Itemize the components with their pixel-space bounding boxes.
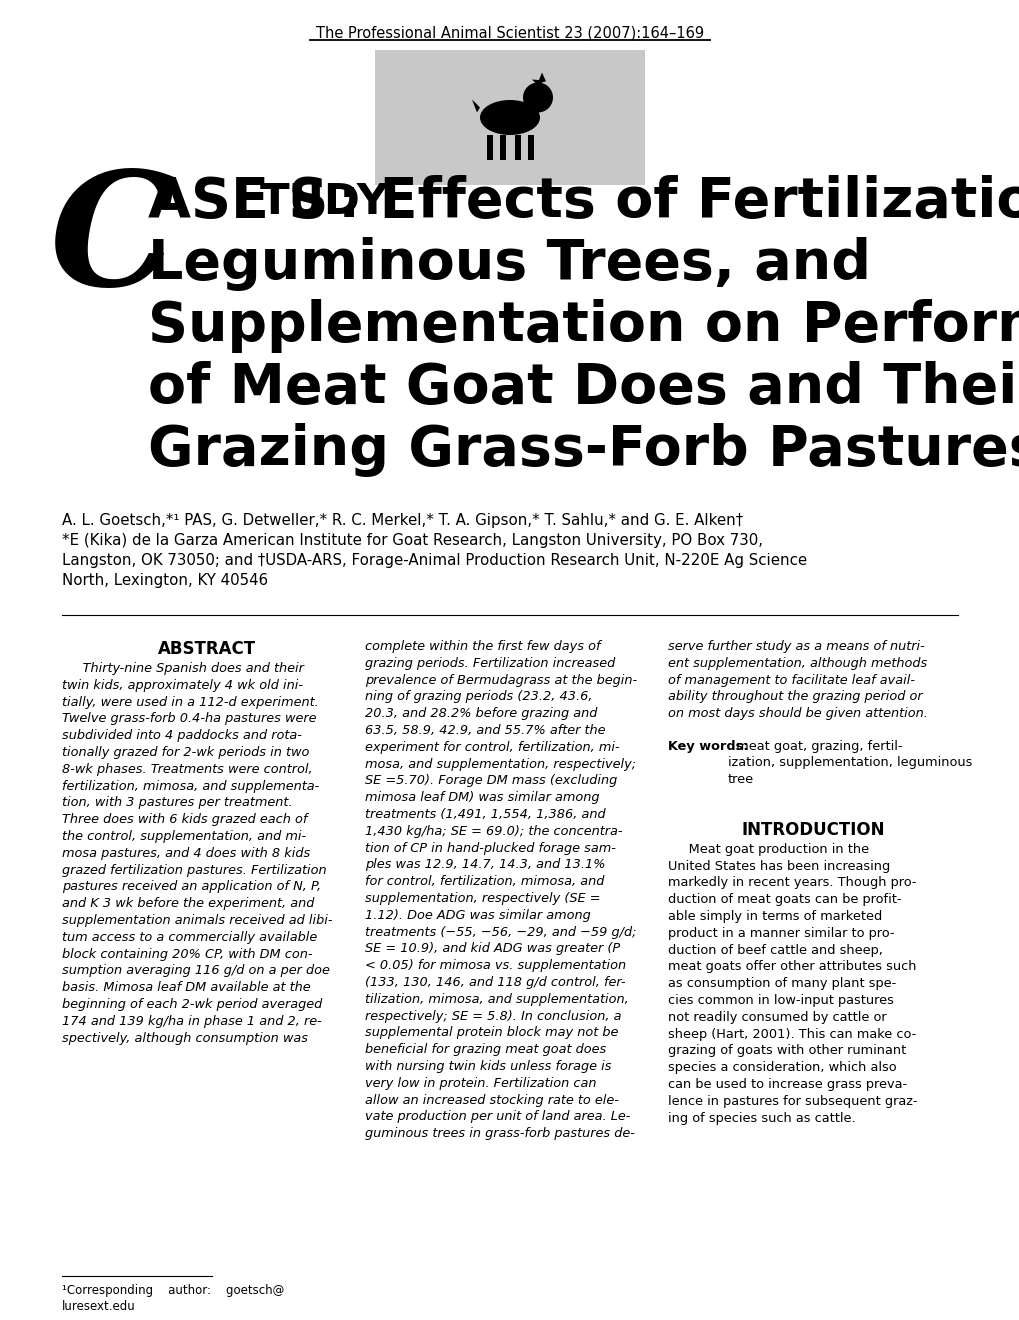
Polygon shape [528, 102, 544, 112]
Text: Meat goat production in the
United States has been increasing
markedly in recent: Meat goat production in the United State… [667, 843, 917, 1125]
Text: Supplementation on Performance: Supplementation on Performance [148, 300, 1019, 352]
Text: A. L. Goetsch,*¹ PAS, G. Detweller,* R. C. Merkel,* T. A. Gipson,* T. Sahlu,* an: A. L. Goetsch,*¹ PAS, G. Detweller,* R. … [62, 513, 743, 528]
Text: ¹Corresponding    author:    goetsch@: ¹Corresponding author: goetsch@ [62, 1284, 284, 1298]
Polygon shape [472, 99, 480, 112]
Text: of Meat Goat Does and Their Kids: of Meat Goat Does and Their Kids [148, 360, 1019, 414]
Text: serve further study as a means of nutri-
ent supplementation, although methods
o: serve further study as a means of nutri-… [667, 640, 927, 721]
Polygon shape [532, 79, 544, 86]
Text: complete within the first few days of
grazing periods. Fertilization increased
p: complete within the first few days of gr… [365, 640, 637, 1140]
Text: Grazing Grass-Forb Pastures: Grazing Grass-Forb Pastures [148, 422, 1019, 477]
Text: ASE S: ASE S [148, 176, 328, 228]
Text: luresext.edu: luresext.edu [62, 1300, 136, 1313]
Polygon shape [537, 73, 545, 82]
Text: INTRODUCTION: INTRODUCTION [741, 821, 883, 840]
Bar [528, 135, 534, 160]
Text: C: C [50, 165, 177, 319]
Text: Leguminous Trees, and: Leguminous Trees, and [148, 238, 870, 290]
Text: Langston, OK 73050; and †USDA-ARS, Forage-Animal Production Research Unit, N-220: Langston, OK 73050; and †USDA-ARS, Forag… [62, 553, 806, 568]
FancyBboxPatch shape [375, 50, 644, 185]
Bar [499, 135, 505, 160]
Text: The Professional Animal Scientist 23 (2007):164–169: The Professional Animal Scientist 23 (20… [316, 26, 703, 41]
Bar [515, 135, 521, 160]
Text: Thirty-nine Spanish does and their
twin kids, approximately 4 wk old ini-
tially: Thirty-nine Spanish does and their twin … [62, 663, 332, 1044]
Text: North, Lexington, KY 40546: North, Lexington, KY 40546 [62, 573, 268, 587]
Ellipse shape [480, 100, 539, 135]
Bar [486, 135, 492, 160]
Text: *E (Kika) de la Garza American Institute for Goat Research, Langston University,: *E (Kika) de la Garza American Institute… [62, 533, 762, 548]
Text: Key words:: Key words: [667, 739, 748, 752]
Text: : Effects of Fertilization,: : Effects of Fertilization, [337, 176, 1019, 228]
Text: ABSTRACT: ABSTRACT [158, 640, 256, 657]
Text: TUDY: TUDY [260, 181, 388, 223]
Text: meat goat, grazing, fertil-
ization, supplementation, leguminous
tree: meat goat, grazing, fertil- ization, sup… [728, 739, 971, 787]
Circle shape [523, 82, 552, 112]
